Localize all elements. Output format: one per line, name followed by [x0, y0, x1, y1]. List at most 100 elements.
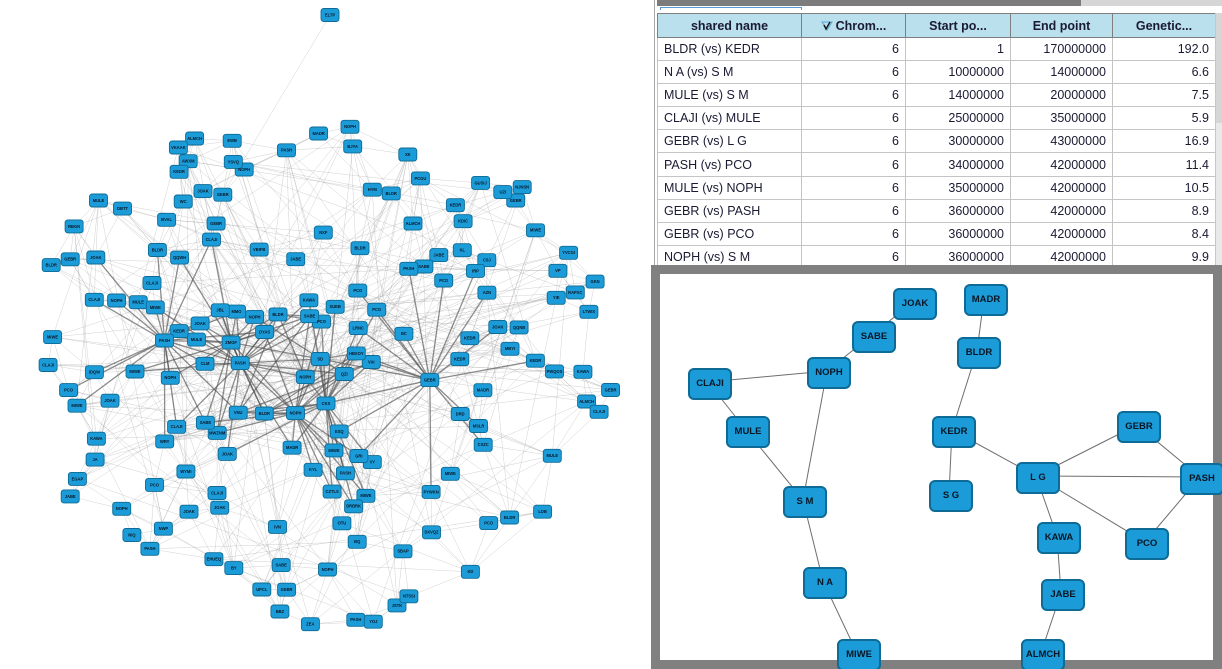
svg-text:DYAS: DYAS [259, 329, 270, 334]
svg-text:BLDR: BLDR [504, 515, 515, 520]
svg-text:PASH: PASH [281, 148, 292, 153]
svg-text:SABE: SABE [276, 563, 288, 568]
svg-text:PASH: PASH [144, 546, 155, 551]
svg-text:WC: WC [180, 199, 187, 204]
svg-text:BLDR: BLDR [46, 263, 57, 268]
svg-text:MIWE: MIWE [129, 369, 140, 374]
svg-text:JOAK: JOAK [183, 509, 194, 514]
svg-text:BY: BY [231, 566, 237, 571]
svg-text:KEDR: KEDR [530, 358, 542, 363]
svg-text:IRP: IRP [472, 268, 479, 273]
svg-text:CLAJI: CLAJI [146, 280, 158, 285]
svg-text:KDIC: KDIC [458, 219, 468, 224]
svg-text:EWB: EWB [227, 138, 237, 143]
svg-text:CZTLS: CZTLS [325, 489, 338, 494]
svg-text:QQWH: QQWH [173, 255, 186, 260]
svg-text:QQNB: QQNB [513, 325, 525, 330]
svg-text:MSLR: MSLR [473, 423, 485, 428]
svg-text:MIWE: MIWE [47, 335, 58, 340]
svg-text:KD: KD [467, 569, 473, 574]
svg-text:VAI: VAI [368, 359, 375, 364]
svg-text:EHUEQ: EHUEQ [207, 557, 222, 562]
svg-text:JOAK: JOAK [104, 398, 115, 403]
svg-text:MIWE: MIWE [71, 403, 82, 408]
svg-text:GEBR: GEBR [281, 587, 293, 592]
svg-text:NOPH: NOPH [116, 506, 128, 511]
svg-text:VKAAK: VKAAK [171, 145, 186, 150]
svg-text:NOPH: NOPH [164, 375, 176, 380]
svg-text:CXZC: CXZC [478, 442, 489, 447]
svg-text:LRNC: LRNC [353, 326, 364, 331]
svg-text:BLDR: BLDR [272, 312, 283, 317]
svg-text:PCGU: PCGU [414, 176, 426, 181]
svg-text:RAPXC: RAPXC [568, 290, 582, 295]
svg-text:DXVQZ: DXVQZ [424, 530, 439, 535]
svg-text:MIWE: MIWE [445, 471, 456, 476]
svg-text:PASH: PASH [340, 471, 351, 476]
svg-text:BLDR: BLDR [354, 246, 365, 251]
svg-text:PASH: PASH [235, 361, 246, 366]
svg-text:MIWE: MIWE [150, 305, 161, 310]
svg-text:BLDR: BLDR [259, 411, 270, 416]
svg-text:JBL: JBL [216, 308, 224, 313]
svg-text:SUEB: SUEB [330, 304, 341, 309]
svg-text:XK: XK [405, 152, 411, 157]
svg-text:MIWE: MIWE [328, 448, 339, 453]
svg-text:MBYI: MBYI [505, 346, 515, 351]
svg-text:GEBR: GEBR [510, 198, 522, 203]
svg-text:BQ: BQ [354, 539, 361, 544]
svg-text:JOAK: JOAK [222, 451, 233, 456]
svg-text:JOAK: JOAK [90, 255, 101, 260]
svg-text:PCO: PCO [64, 388, 74, 393]
svg-text:NOPH: NOPH [249, 314, 261, 319]
svg-text:GEBR: GEBR [605, 387, 617, 392]
svg-text:VNU: VNU [234, 410, 243, 415]
svg-text:GUSIJ: GUSIJ [474, 180, 486, 185]
svg-text:UZI: UZI [499, 190, 506, 195]
svg-text:KL: KL [460, 248, 466, 253]
svg-text:LDB: LDB [538, 509, 546, 514]
svg-text:JABE: JABE [433, 253, 444, 258]
svg-text:NWP: NWP [159, 526, 169, 531]
svg-text:RBGN: RBGN [68, 224, 80, 229]
svg-text:JOAK: JOAK [194, 321, 205, 326]
svg-text:MULE: MULE [191, 337, 203, 342]
svg-text:BJYA: BJYA [347, 144, 358, 149]
svg-text:ALMCH: ALMCH [187, 136, 202, 141]
svg-text:VP: VP [555, 268, 561, 273]
svg-text:NOPH: NOPH [344, 124, 356, 129]
svg-text:CLAJI: CLAJI [593, 409, 605, 414]
svg-text:HYM: HYM [368, 187, 378, 192]
svg-text:CLAJI: CLAJI [88, 297, 100, 302]
svg-text:WYMI: WYMI [180, 469, 191, 474]
svg-text:SABE: SABE [304, 314, 316, 319]
svg-text:VY: VY [370, 460, 376, 465]
svg-text:HBXOY: HBXOY [349, 351, 364, 356]
svg-text:PASH: PASH [403, 266, 414, 271]
svg-text:GKN: GKN [591, 279, 600, 284]
svg-text:WRY: WRY [160, 439, 170, 444]
svg-text:UPCL: UPCL [256, 587, 268, 592]
svg-text:NJNSN: NJNSN [515, 185, 529, 190]
svg-text:NTSSI: NTSSI [403, 594, 415, 599]
svg-text:PCO: PCO [484, 521, 494, 526]
svg-text:MMO: MMO [231, 309, 242, 314]
svg-text:BBZ: BBZ [276, 609, 285, 614]
svg-text:IVN: IVN [274, 524, 281, 529]
svg-text:KEDR: KEDR [450, 203, 462, 208]
svg-text:KEDR: KEDR [464, 336, 476, 341]
svg-text:GEBR: GEBR [210, 221, 222, 226]
svg-text:YSVQ: YSVQ [228, 159, 240, 164]
svg-text:PCO: PCO [317, 319, 327, 324]
svg-text:AWXM: AWXM [182, 159, 195, 164]
svg-text:SABE: SABE [418, 264, 430, 269]
svg-text:NOPH: NOPH [322, 567, 334, 572]
svg-text:ZEA: ZEA [306, 622, 314, 627]
svg-text:MADR: MADR [286, 445, 298, 450]
svg-text:YOJ: YOJ [369, 619, 377, 624]
svg-text:KAWA: KAWA [303, 298, 315, 303]
svg-text:MULE: MULE [546, 453, 558, 458]
svg-text:SD: SD [317, 356, 323, 361]
svg-text:DRBRK: DRBRK [346, 504, 361, 509]
svg-text:MWZNM: MWZNM [209, 430, 226, 435]
